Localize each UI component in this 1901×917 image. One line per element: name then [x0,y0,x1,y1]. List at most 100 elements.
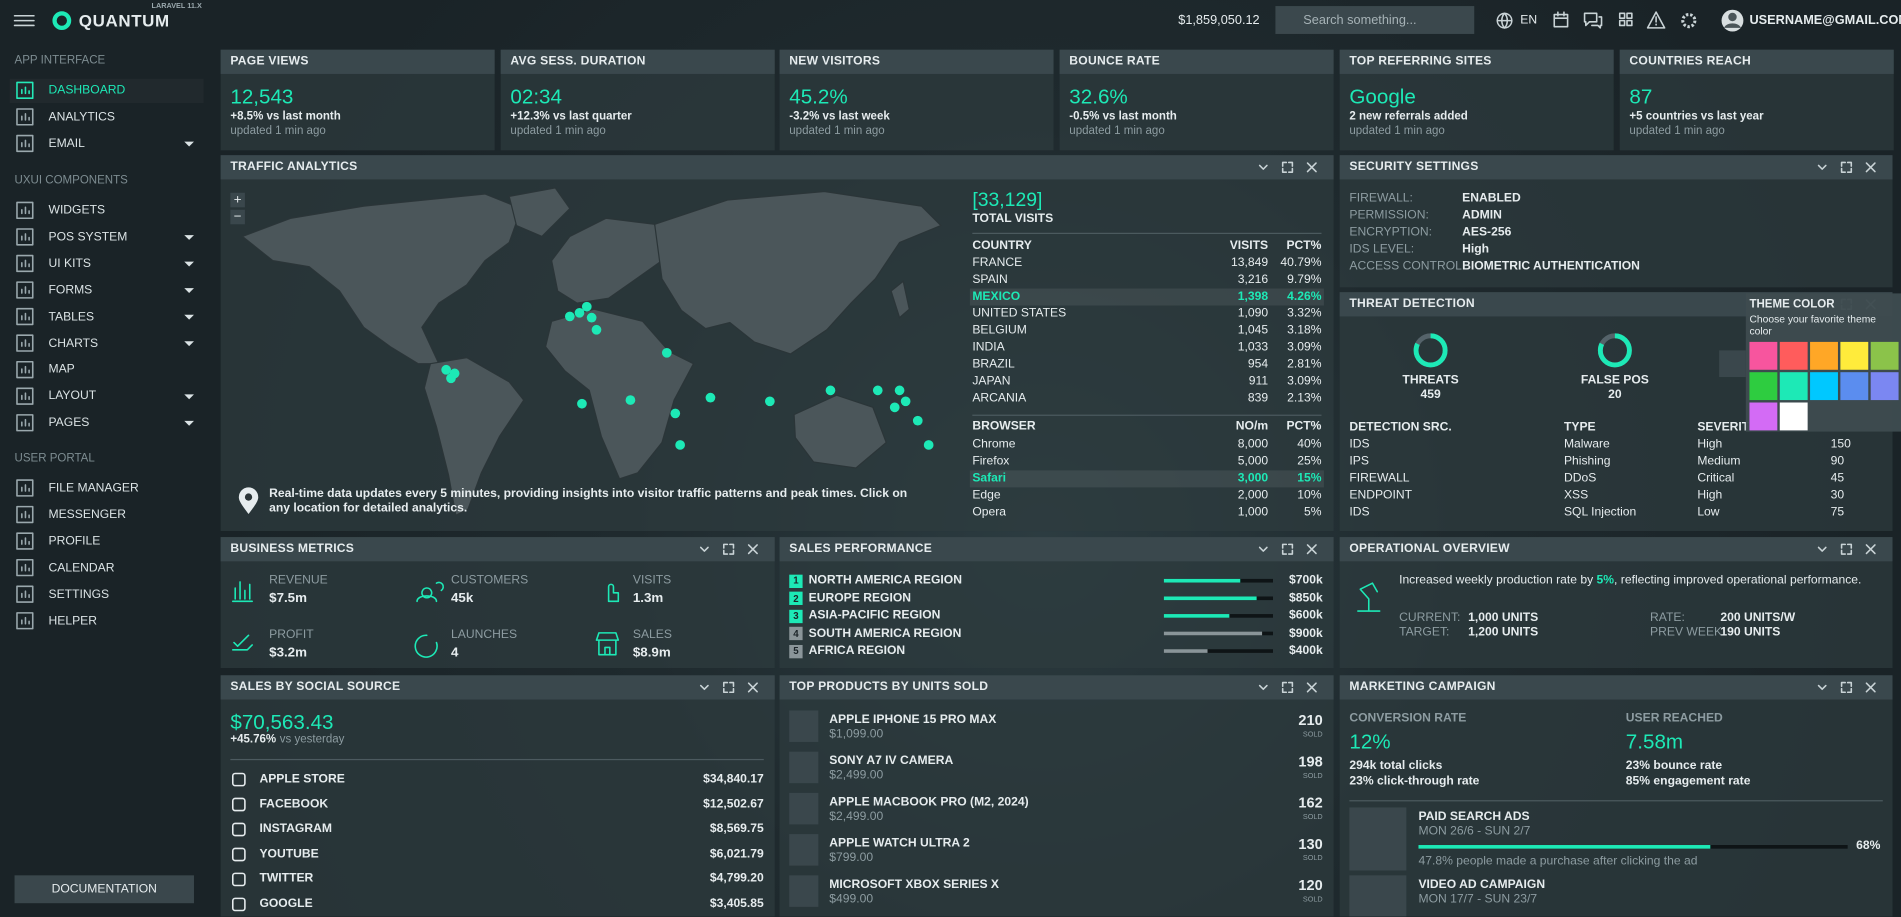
map-location[interactable] [581,301,592,312]
map-location[interactable] [912,415,923,426]
metric-label: VISITS [632,573,672,588]
map-location[interactable] [564,311,575,322]
expand-button[interactable] [722,543,735,555]
pin-icon [244,493,253,501]
security-label: PERMISSION: [1349,208,1429,223]
theme-swatch[interactable] [1779,341,1808,370]
theme-swatch[interactable] [1749,341,1778,370]
chat-button[interactable] [1583,12,1603,29]
theme-swatch[interactable] [1810,372,1838,401]
map-note: Real-time data updates every 5 minutes, … [269,487,908,516]
menu-button[interactable] [13,14,35,27]
search-box[interactable] [1275,6,1475,34]
sidebar-item[interactable] [10,278,204,302]
map-location[interactable] [894,385,905,396]
map-location[interactable] [441,364,452,375]
apps-button[interactable] [1618,12,1633,27]
zoom-out-button[interactable] [230,209,245,225]
map-location[interactable] [670,408,681,419]
theme-swatch[interactable] [1870,372,1899,401]
expand-button[interactable] [1840,161,1853,173]
table-cell: Phishing [1563,454,1611,469]
close-button[interactable] [1865,162,1876,173]
sidebar-item[interactable] [10,132,204,156]
close-button[interactable] [747,544,758,555]
table-cell: 5,000 [1237,454,1269,469]
chevron[interactable] [1258,546,1268,552]
theme-swatch[interactable] [1840,341,1869,370]
map-location[interactable] [675,440,685,450]
counter-value: 459 [1420,388,1441,402]
chevron[interactable] [1817,546,1827,552]
close-button[interactable] [747,682,758,693]
map-location[interactable] [574,307,585,318]
zoom-in-button[interactable] [230,192,245,208]
close-button[interactable] [1306,162,1317,173]
campaign-dates: MON 26/6 - SUN 2/7 [1418,824,1531,839]
social-change: +45.76% vs yesterday [230,733,344,747]
expand-button[interactable] [1840,681,1853,694]
sidebar-item[interactable] [10,332,204,356]
map-location[interactable] [872,385,883,396]
stat-updated: updated 1 min ago [1629,124,1725,138]
theme-settings-button[interactable] [1719,350,1746,378]
sidebar-item[interactable] [10,305,204,329]
sidebar-item-label: EMAIL [48,137,85,151]
rank-badge [789,644,803,658]
map-location[interactable] [900,396,911,407]
calendar-button[interactable] [1553,11,1569,28]
map-location[interactable] [765,396,775,407]
panel [220,675,775,917]
table-cell: 1,090 [1237,307,1269,321]
sidebar-item[interactable] [10,609,204,633]
theme-swatch[interactable] [1779,372,1808,401]
theme-swatch[interactable] [1749,372,1778,401]
theme-swatch[interactable] [1749,402,1778,431]
map-location[interactable] [661,347,672,358]
map-location[interactable] [889,402,900,413]
documentation-button[interactable] [14,875,194,904]
settings-button[interactable] [1681,13,1697,29]
close-button[interactable] [1865,544,1876,555]
theme-swatch[interactable] [1870,341,1899,370]
panel-header [1619,49,1894,74]
map-location[interactable] [577,398,587,409]
close-button[interactable] [1865,682,1876,693]
theme-swatch[interactable] [1840,372,1869,401]
metric-value: 1.3m [632,591,664,606]
expand-button[interactable] [1281,161,1294,173]
expand-button[interactable] [1281,543,1294,555]
theme-swatch[interactable] [1810,341,1838,370]
chevron[interactable] [1817,164,1827,170]
product-icon-box [789,792,819,825]
sidebar-item[interactable] [10,411,204,435]
map-location[interactable] [923,440,934,450]
theme-swatch[interactable] [1779,402,1808,431]
chevron[interactable] [1258,164,1268,170]
map-location[interactable] [705,392,716,403]
chevron[interactable] [1817,684,1827,691]
close-button[interactable] [1306,544,1317,555]
map-location[interactable] [449,368,460,379]
chevron[interactable] [699,684,709,691]
expand-button[interactable] [722,681,735,694]
sidebar-item[interactable] [10,530,204,554]
sidebar-item[interactable] [10,385,204,409]
sidebar-item[interactable] [10,358,204,382]
map-location[interactable] [625,395,636,405]
expand-button[interactable] [1840,543,1853,555]
map-location[interactable] [591,324,602,335]
alerts-button[interactable] [1646,11,1666,29]
chevron[interactable] [699,546,709,552]
source-icon [231,847,246,862]
map-location[interactable] [586,312,597,323]
chevron[interactable] [1258,684,1268,691]
table-cell: SPAIN [972,273,1008,287]
sidebar-item[interactable] [10,252,204,276]
panel-header [220,675,775,700]
expand-button[interactable] [1281,681,1294,694]
close-button[interactable] [1306,682,1317,693]
sidebar-item[interactable] [10,199,204,223]
sidebar-item-label: MESSENGER [48,508,126,522]
map-location[interactable] [825,385,836,396]
